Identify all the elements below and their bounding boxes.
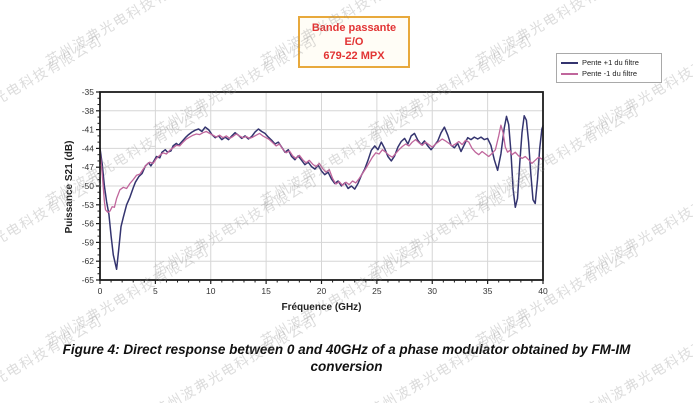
svg-text:0: 0 xyxy=(98,286,103,296)
chart-title-box: Bande passante E/O 679-22 MPX xyxy=(298,16,410,68)
svg-text:-35: -35 xyxy=(82,87,95,97)
svg-text:20: 20 xyxy=(317,286,327,296)
svg-text:-53: -53 xyxy=(82,200,95,210)
chart-legend: Pente +1 du filtre Pente -1 du filtre xyxy=(556,53,662,83)
svg-text:-50: -50 xyxy=(82,181,95,191)
svg-text:30: 30 xyxy=(428,286,438,296)
svg-text:-62: -62 xyxy=(82,256,95,266)
figure-caption: Figure 4: Direct response between 0 and … xyxy=(62,342,631,374)
svg-text:15: 15 xyxy=(261,286,271,296)
svg-text:-56: -56 xyxy=(82,219,95,229)
svg-text:-65: -65 xyxy=(82,275,95,285)
svg-text:10: 10 xyxy=(206,286,216,296)
svg-text:-38: -38 xyxy=(82,106,95,116)
series-pente-+1-du-filtre xyxy=(99,115,544,271)
chart-title-line1: Bande passante E/O xyxy=(311,22,397,48)
legend-line-swatch-navy xyxy=(561,61,578,64)
legend-line-swatch-pink xyxy=(561,72,578,75)
svg-text:-47: -47 xyxy=(82,162,95,172)
svg-text:35: 35 xyxy=(483,286,493,296)
legend-item-pente-minus-1: Pente -1 du filtre xyxy=(561,68,657,79)
chart-plot-area: 0 5 10 15 20 25 30 35 40 -35 -38 -41 -44 -47 -50 -53 -56… xyxy=(82,87,548,296)
legend-item-pente-plus-1: Pente +1 du filtre xyxy=(561,57,657,68)
legend-label: Pente -1 du filtre xyxy=(582,69,638,78)
chart-title-line2: 679-22 MPX xyxy=(323,50,385,62)
svg-text:5: 5 xyxy=(153,286,158,296)
svg-text:-41: -41 xyxy=(82,125,95,135)
series-pente--1-du-filtre xyxy=(99,124,544,213)
svg-text:40: 40 xyxy=(538,286,548,296)
svg-text:-59: -59 xyxy=(82,237,95,247)
svg-text:-44: -44 xyxy=(82,143,95,153)
x-axis-label: Fréquence (GHz) xyxy=(281,302,362,313)
svg-text:25: 25 xyxy=(372,286,382,296)
legend-label: Pente +1 du filtre xyxy=(582,58,639,67)
y-axis-label: Puissance S21 (dB) xyxy=(64,140,75,234)
